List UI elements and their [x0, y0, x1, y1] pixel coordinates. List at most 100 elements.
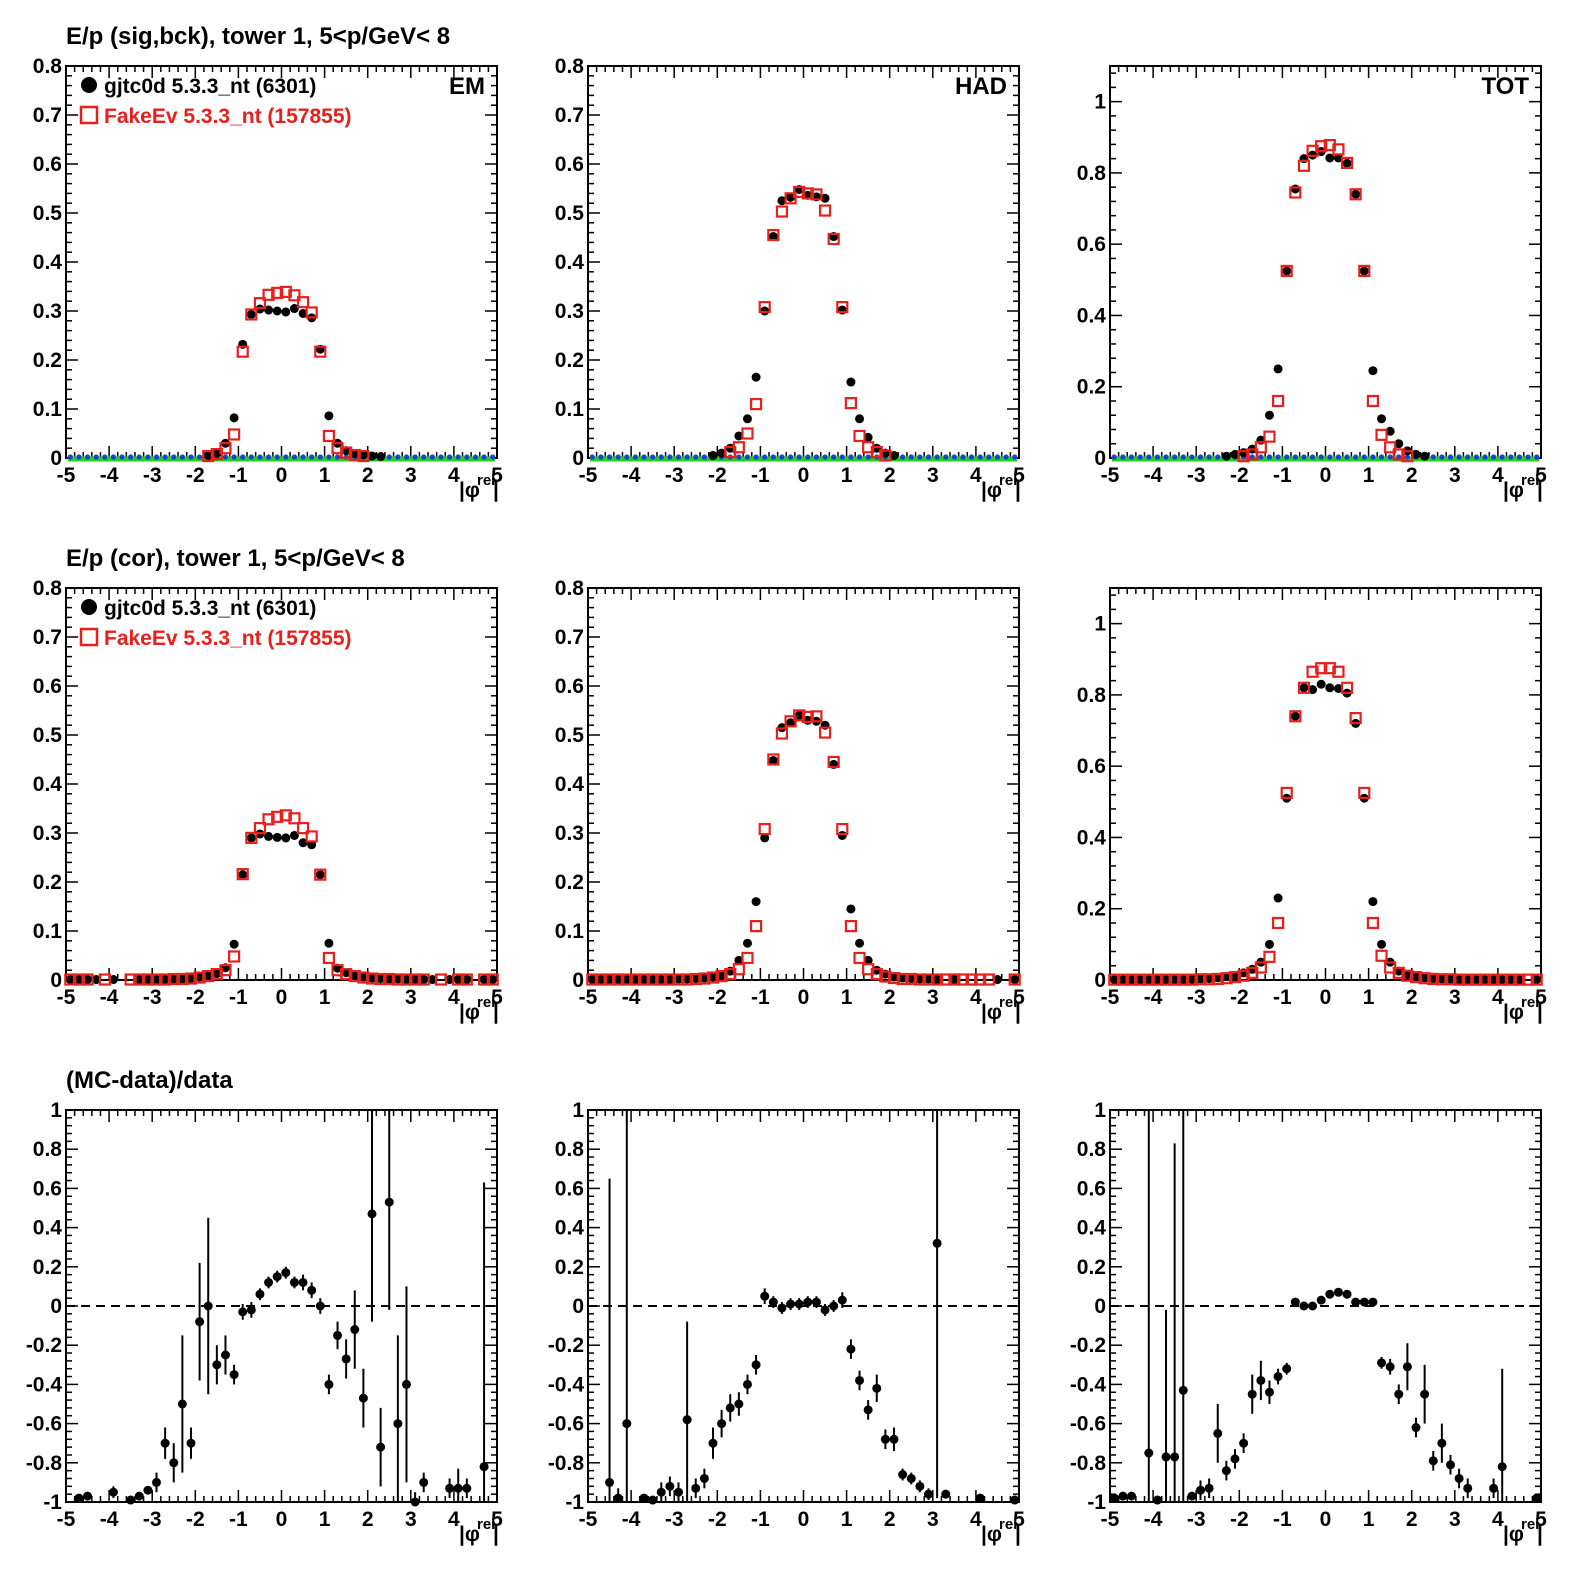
data-point	[289, 304, 299, 314]
data-point	[639, 975, 649, 985]
data-point	[1368, 1297, 1378, 1307]
background-blue-point	[1370, 454, 1376, 460]
y-tick-label: 0.2	[33, 1256, 62, 1279]
y-tick-label: -0.6	[548, 1413, 584, 1436]
background-blue-point	[1508, 454, 1514, 460]
data-point	[272, 1272, 282, 1282]
data-point	[1256, 1375, 1266, 1385]
x-tick-label: 4	[448, 464, 460, 487]
x-tick-label: -4	[1144, 986, 1163, 1009]
x-tick-label: 1	[319, 1508, 331, 1531]
data-point	[410, 1497, 420, 1507]
data-point	[1118, 975, 1128, 985]
mc-point	[1340, 156, 1354, 170]
y-tick-label: 0	[1094, 969, 1106, 992]
mc-point	[1297, 681, 1311, 694]
x-tick-label: 1	[319, 986, 331, 1009]
data-point	[453, 975, 463, 985]
y-tick-label: 0.3	[33, 822, 62, 845]
y-tick-label: 0.5	[555, 724, 585, 747]
mc-point	[1125, 973, 1138, 986]
data-point	[811, 1297, 821, 1307]
y-tick-label: 0.6	[1077, 233, 1106, 256]
data-point	[108, 1487, 118, 1497]
mc-point	[810, 710, 823, 723]
background-blue-point	[934, 454, 940, 460]
x-tick-label: 1	[1363, 464, 1375, 487]
data-point	[1394, 439, 1404, 449]
mc-point	[1203, 973, 1216, 986]
data-point	[605, 975, 615, 985]
x-tick-label: -3	[665, 986, 684, 1009]
mc-point	[1530, 973, 1543, 986]
legend-row-1: gjtc0d 5.3.3_nt (6301) FakeEv 5.3.3_nt (…	[79, 75, 352, 128]
mc-point	[741, 427, 754, 440]
y-tick-label: 0.8	[555, 55, 585, 78]
data-point	[889, 1434, 899, 1444]
y-tick-label: 0	[50, 969, 62, 992]
background-blue-point	[403, 454, 410, 460]
mc-point	[586, 973, 599, 986]
data-point	[1532, 975, 1542, 985]
background-blue-point	[197, 454, 203, 460]
data-point	[1213, 973, 1223, 983]
mc-point	[271, 286, 284, 299]
mc-point	[167, 972, 180, 986]
legend-mc-label: FakeEv 5.3.3_nt (157855)	[104, 105, 352, 128]
mc-point	[159, 973, 172, 986]
background-blue-point	[1396, 454, 1402, 460]
background-blue-point	[1516, 454, 1523, 460]
y-tick-label: -0.8	[1070, 1452, 1107, 1475]
x-axis-label-sup: rel	[477, 1516, 495, 1533]
mc-point	[409, 973, 422, 986]
data-point	[855, 938, 865, 948]
x-tick-label: 5	[1013, 464, 1025, 487]
data-point	[1221, 1466, 1231, 1476]
background-blue-point	[822, 454, 828, 460]
mc-point	[314, 868, 327, 881]
background-blue-point	[1525, 454, 1531, 460]
background-blue-point	[1258, 454, 1264, 460]
y-tick-label: -0.4	[26, 1373, 63, 1396]
x-tick-label: -4	[100, 464, 119, 487]
data-point	[1420, 1389, 1430, 1399]
x-tick-label: 2	[362, 1508, 374, 1531]
data-point	[1213, 1428, 1223, 1438]
panel-label: EM	[449, 73, 485, 100]
x-tick-label: 5	[491, 464, 503, 487]
data-point	[1170, 1452, 1180, 1462]
data-point	[384, 974, 394, 984]
y-tick-label: 1	[50, 1099, 62, 1122]
x-tick-label: -5	[579, 464, 598, 487]
background-blue-point	[1456, 454, 1462, 460]
data-point	[160, 975, 170, 985]
data-point	[1368, 366, 1378, 376]
mc-point	[1289, 186, 1302, 199]
series-data	[587, 710, 1020, 985]
data-point	[846, 904, 856, 914]
mc-point	[1177, 973, 1190, 986]
data-point	[932, 1238, 942, 1248]
x-tick-label: 3	[405, 1508, 417, 1531]
data-point	[768, 755, 778, 765]
mc-point	[184, 972, 198, 985]
data-point	[376, 452, 386, 462]
y-tick-label: -0.2	[548, 1334, 584, 1357]
mc-point	[663, 973, 676, 986]
data-point	[786, 192, 796, 202]
mc-point	[391, 973, 404, 986]
mc-point	[1323, 662, 1336, 675]
data-point	[1127, 975, 1137, 985]
data-point	[1377, 1358, 1387, 1368]
data-point	[829, 1301, 839, 1311]
y-tick-label: 0.2	[1077, 898, 1106, 921]
mc-point	[818, 204, 832, 217]
background-blue-point	[1266, 454, 1273, 460]
data-point	[656, 1487, 666, 1497]
data-point	[333, 1330, 343, 1340]
data-point	[281, 1268, 291, 1278]
x-tick-label: -3	[143, 986, 162, 1009]
x-tick-label: 0	[276, 986, 288, 1009]
data-point	[742, 1379, 752, 1389]
data-point	[229, 1370, 239, 1380]
